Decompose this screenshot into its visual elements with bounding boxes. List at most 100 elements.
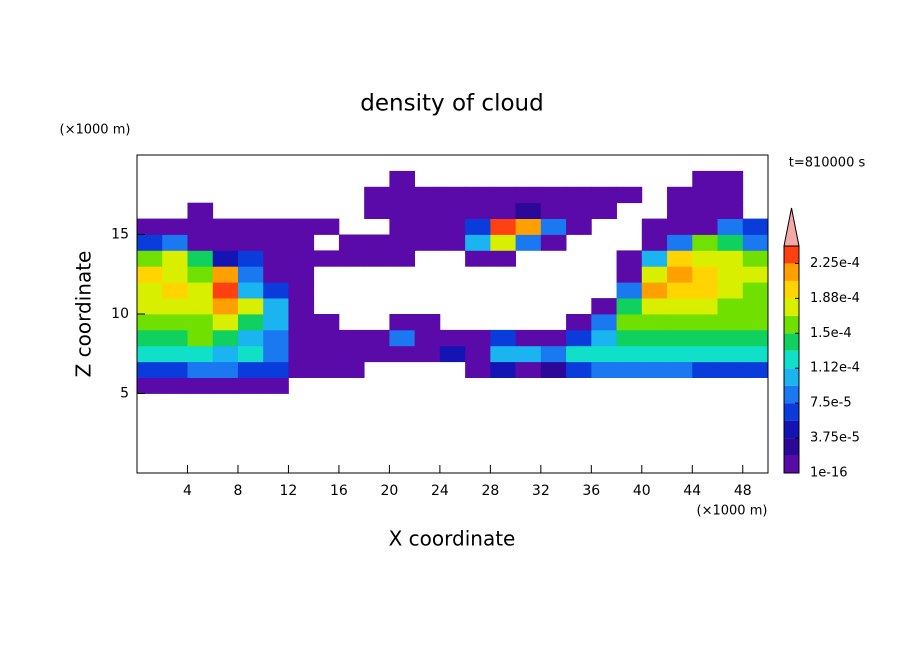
field-cell: [237, 377, 264, 394]
field-cell: [389, 250, 416, 267]
field-cell: [667, 250, 693, 267]
field-cell: [162, 345, 188, 363]
field-cell: [717, 361, 744, 378]
field-cell: [465, 234, 491, 251]
field-cell: [263, 329, 289, 347]
field-cell: [313, 361, 340, 378]
colorbar-band: [784, 385, 799, 404]
field-cell: [641, 234, 668, 251]
field-cell: [540, 329, 567, 347]
field-cell: [490, 218, 516, 235]
field-cell: [263, 282, 289, 299]
field-cell: [515, 234, 542, 251]
field-cell: [692, 170, 718, 188]
field-cell: [742, 234, 769, 251]
field-cell: [338, 345, 365, 363]
field-cell: [212, 234, 239, 251]
field-cell: [162, 282, 188, 299]
field-cell: [212, 250, 239, 267]
field-cell: [490, 345, 516, 363]
field-cell: [641, 345, 668, 363]
field-cell: [616, 298, 643, 315]
field-cell: [313, 345, 340, 363]
field-cell: [591, 314, 617, 331]
colorbar-band: [784, 455, 799, 473]
field-cell: [288, 266, 315, 283]
colorbar-band: [784, 315, 799, 334]
field-cell: [692, 250, 718, 267]
field-cell: [389, 234, 416, 251]
field-cell: [515, 202, 542, 219]
field-cell: [515, 361, 542, 378]
colorbar-band: [784, 438, 799, 456]
field-cell: [414, 234, 441, 251]
field-cell: [439, 186, 466, 204]
field-cell: [591, 361, 617, 378]
field-cell: [338, 361, 365, 378]
field-cell: [742, 361, 769, 378]
field-cell: [490, 329, 516, 347]
annotation: t=810000 s: [789, 156, 866, 171]
field-cell: [667, 361, 693, 378]
field-cell: [414, 314, 441, 331]
x-tick-label: 28: [481, 483, 499, 499]
field-cell: [692, 202, 718, 219]
field-cell: [490, 361, 516, 378]
field-cell: [465, 250, 491, 267]
field-cell: [389, 170, 416, 188]
field-cell: [515, 345, 542, 363]
field-cell: [389, 186, 416, 204]
field-cell: [364, 345, 390, 363]
colorbar-extend: [783, 207, 800, 247]
field-cell: [288, 329, 315, 347]
field-cell: [162, 298, 188, 315]
field-cell: [137, 266, 163, 283]
field-cell: [414, 329, 441, 347]
field-cell: [540, 218, 567, 235]
colorbar-tick-label: 7.5e-5: [810, 396, 852, 411]
field-cell: [717, 266, 744, 283]
field-cell: [187, 314, 214, 331]
field-cell: [364, 202, 390, 219]
field-cell: [439, 345, 466, 363]
field-cell: [742, 266, 769, 283]
field-cell: [692, 218, 718, 235]
field-cell: [162, 329, 188, 347]
y-tick-label: 10: [111, 306, 129, 322]
field-cell: [692, 314, 718, 331]
x-tick-label: 32: [532, 483, 550, 499]
field-cell: [591, 345, 617, 363]
field-cell: [540, 361, 567, 378]
field-cell: [212, 298, 239, 315]
field-cell: [237, 234, 264, 251]
field-cell: [591, 202, 617, 219]
field-cell: [187, 361, 214, 378]
field-cell: [288, 218, 315, 235]
field-cell: [288, 361, 315, 378]
field-cell: [566, 202, 592, 219]
field-cell: [616, 266, 643, 283]
field-cell: [667, 314, 693, 331]
field-cell: [717, 218, 744, 235]
field-cell: [742, 282, 769, 299]
x-tick-label: 8: [233, 483, 242, 499]
field-cell: [263, 377, 289, 394]
field-cell: [212, 345, 239, 363]
field-cell: [490, 202, 516, 219]
field-cell: [137, 329, 163, 347]
field-cell: [288, 282, 315, 299]
field-cell: [667, 186, 693, 204]
field-cell: [717, 234, 744, 251]
field-cell: [414, 202, 441, 219]
field-cell: [490, 234, 516, 251]
field-cell: [212, 361, 239, 378]
colorbar-tick-label: 1e-16: [810, 466, 848, 481]
x-tick-label: 12: [280, 483, 298, 499]
field-cell: [414, 186, 441, 204]
field-cell: [667, 298, 693, 315]
field-cell: [641, 361, 668, 378]
field-cell: [692, 298, 718, 315]
field-cell: [465, 329, 491, 347]
field-cell: [515, 329, 542, 347]
